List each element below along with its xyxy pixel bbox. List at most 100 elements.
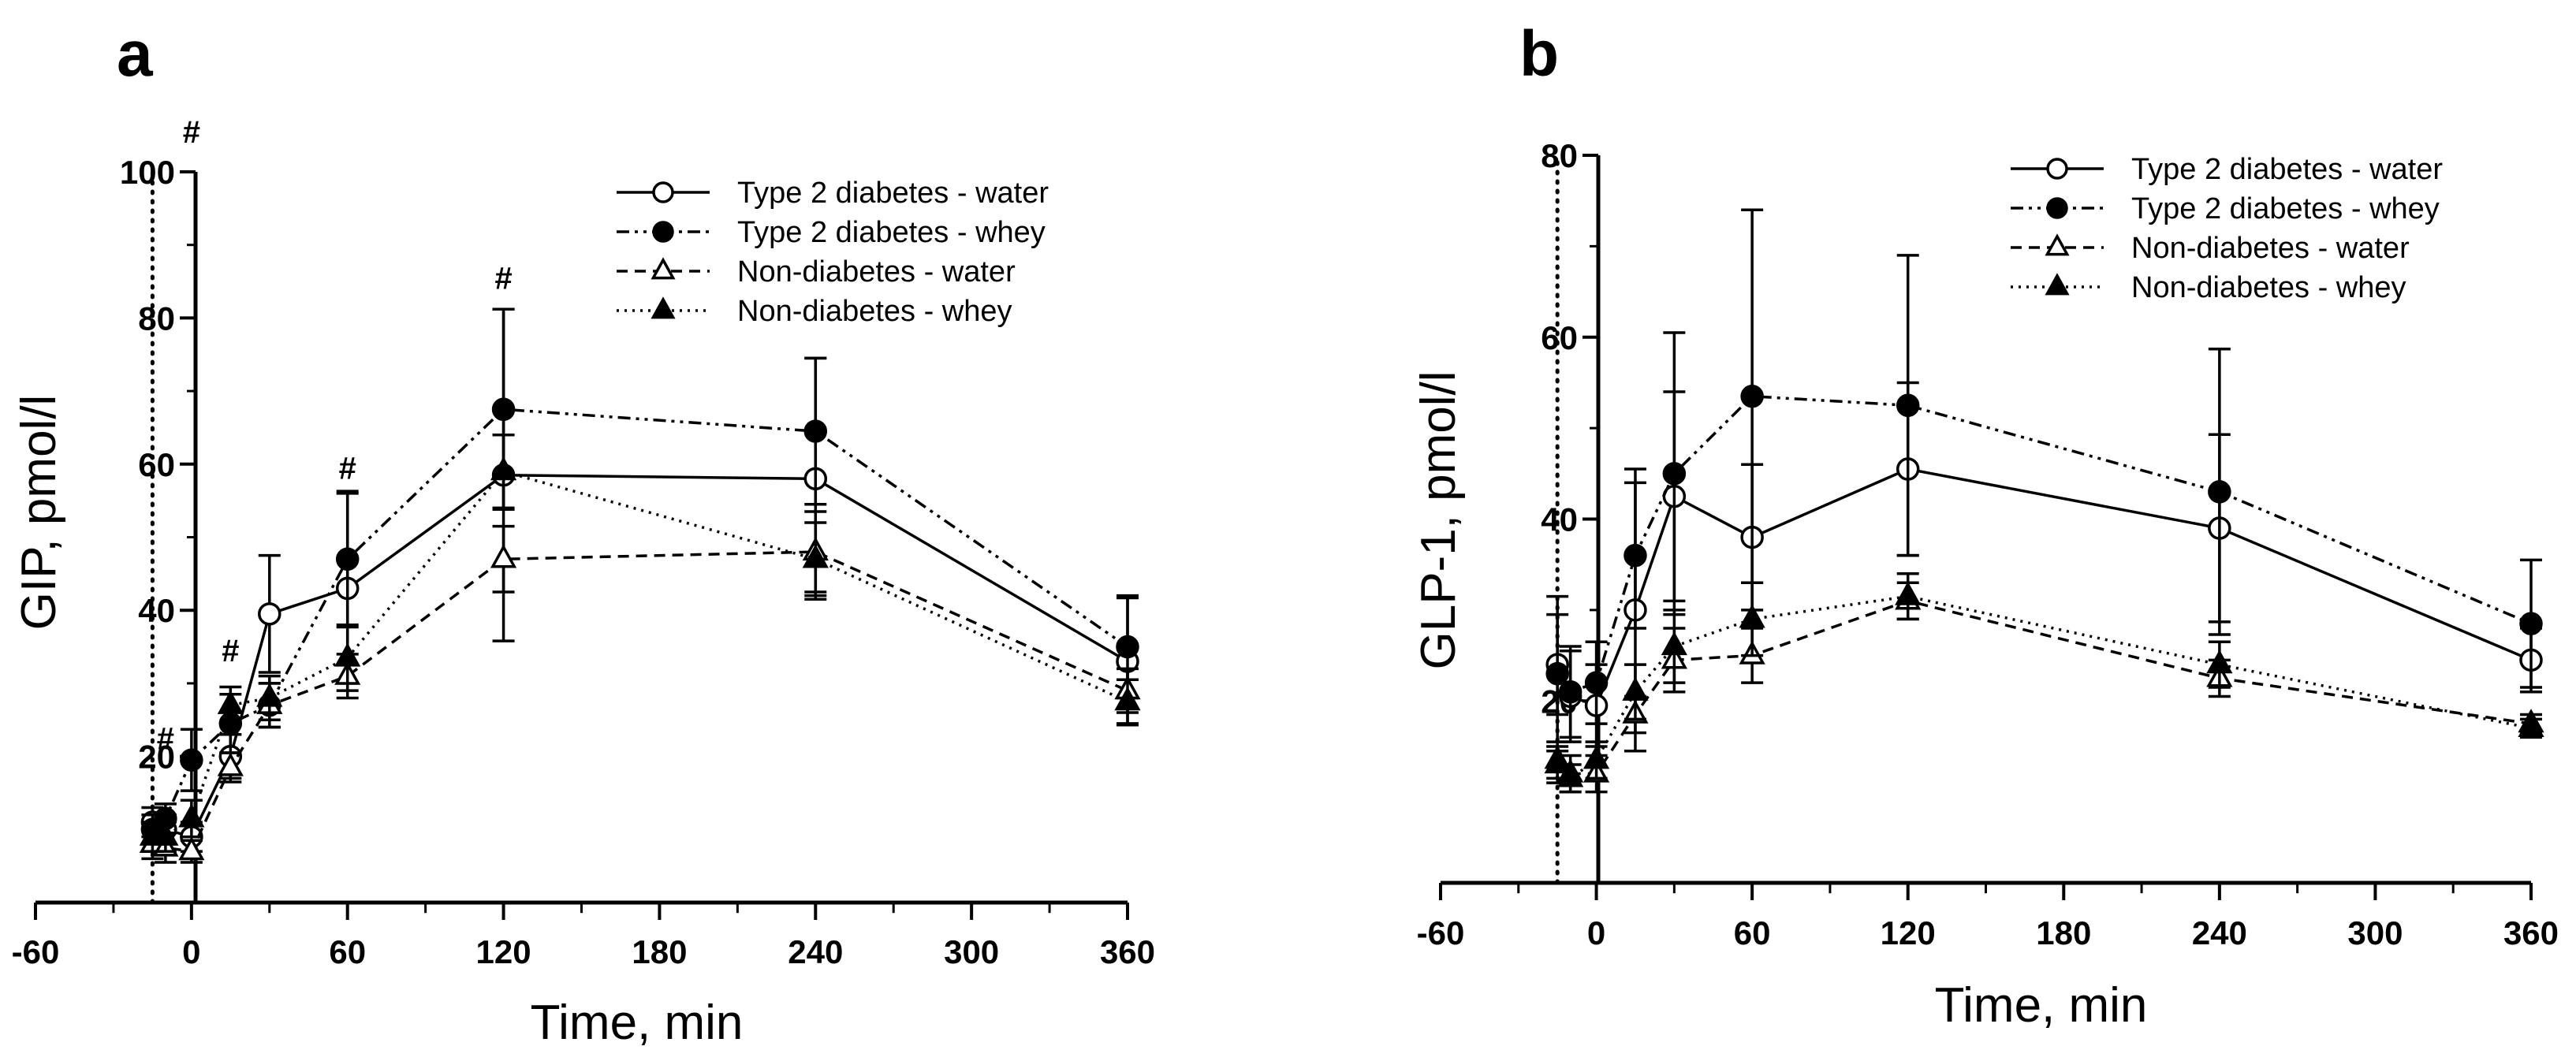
legend-label: Non-diabetes - whey: [2131, 271, 2406, 304]
data-point: [1116, 635, 1139, 659]
data-point: [1740, 384, 1764, 408]
series-t2d-whey: [1545, 208, 2543, 753]
data-point: [1895, 581, 1922, 605]
data-point: [256, 683, 283, 707]
data-point: [1558, 679, 1583, 704]
x-tick-label: 120: [1881, 914, 1936, 951]
x-tick-label: 240: [788, 933, 843, 970]
significance-marker: #: [222, 634, 239, 668]
y-tick-label: 60: [1541, 319, 1578, 356]
significance-marker: #: [157, 721, 174, 756]
series-t2d-water: [140, 307, 1139, 853]
legend-entry: Non-diabetes - whey: [617, 295, 1012, 328]
legend-marker: [2046, 158, 2068, 180]
data-point: [2208, 480, 2231, 504]
legend-marker: [2045, 233, 2070, 256]
data-point: [802, 544, 829, 568]
x-tick-label: 60: [329, 933, 366, 970]
y-tick-label: 80: [138, 300, 175, 337]
legend-marker: [652, 221, 674, 243]
series-line: [152, 470, 1128, 839]
panel-a: a -60 0 60 120 180 240 300 360 20 40 60 80 100 Time, …: [12, 18, 1155, 1050]
legend-entry: Non-diabetes - water: [617, 255, 1016, 289]
legend-marker: [2045, 273, 2070, 296]
legend-label: Type 2 diabetes - whey: [737, 216, 1046, 249]
data-point: [2518, 713, 2544, 737]
legend-label: Non-diabetes - water: [737, 255, 1016, 289]
data-point: [152, 821, 179, 846]
significance-marker: #: [183, 115, 200, 150]
legend-entry: Non-diabetes - whey: [2011, 271, 2406, 304]
series-line: [1556, 394, 2532, 694]
data-point: [2519, 612, 2543, 635]
data-point: [334, 642, 361, 667]
y-tick-label: 60: [138, 446, 175, 483]
panel-letter-b: b: [1519, 18, 1559, 90]
series-line: [1556, 594, 2532, 780]
data-point: [803, 419, 828, 443]
x-tick-label: 360: [2503, 914, 2559, 951]
data-point: [178, 803, 205, 828]
data-point: [1739, 604, 1765, 628]
series-nd-water: [1544, 581, 2544, 794]
data-point: [217, 690, 244, 714]
legend-a: Type 2 diabetes - water Type 2 diabetes -…: [617, 177, 1049, 328]
legend-entry: Type 2 diabetes - whey: [617, 216, 1046, 249]
significance-marker: #: [494, 261, 512, 296]
x-tick-label: 0: [1587, 914, 1605, 951]
data-point: [258, 602, 281, 626]
series-line: [1556, 467, 2532, 708]
plot-area-a: -60 0 60 120 180 240 300 360 20 40 60 80 100 Time, mi…: [12, 115, 1155, 1050]
data-point: [490, 456, 517, 481]
data-point: [1661, 631, 1687, 656]
x-tick-label: 240: [2192, 914, 2247, 951]
data-point: [217, 752, 244, 776]
y-tick-label: 80: [1541, 137, 1578, 174]
plot-area-b: -6006012018024030036020406080Time, minGL…: [1411, 137, 2559, 1033]
legend-label: Type 2 diabetes - whey: [2131, 192, 2440, 225]
series-nd-whey: [139, 433, 1141, 853]
legend-b: Type 2 diabetes - water Type 2 diabetes -…: [2011, 153, 2443, 304]
series-line: [151, 473, 1128, 839]
data-point: [1584, 671, 1609, 694]
data-point: [335, 547, 360, 571]
legend-marker: [2046, 197, 2068, 219]
x-axis-title: Time, min: [1935, 978, 2148, 1033]
x-tick-label: 300: [944, 933, 999, 970]
legend-marker: [652, 181, 674, 203]
data-point: [180, 748, 203, 772]
series-nd-water: [139, 510, 1141, 864]
data-point: [1662, 462, 1687, 486]
x-tick-label: 120: [476, 933, 531, 970]
x-tick-label: 180: [2036, 914, 2091, 951]
y-tick-label: 40: [138, 592, 175, 629]
legend-entry: Type 2 diabetes - water: [2011, 153, 2443, 186]
legend-label: Non-diabetes - water: [2131, 232, 2410, 265]
legend-entry: Type 2 diabetes - water: [617, 177, 1049, 210]
x-tick-label: 300: [2347, 914, 2403, 951]
series-nd-whey: [1544, 571, 2544, 794]
data-point: [2206, 650, 2233, 674]
y-axis-title: GLP-1, pmol/l: [1411, 370, 1466, 669]
x-tick-label: 0: [182, 933, 200, 970]
legend-entry: Non-diabetes - water: [2011, 232, 2410, 265]
legend-label: Non-diabetes - whey: [737, 295, 1012, 328]
panel-b: b -6006012018024030036020406080Time, min…: [1411, 18, 2559, 1033]
panel-letter-a: a: [117, 18, 154, 90]
data-point: [1896, 393, 1920, 418]
legend-entry: Type 2 diabetes - whey: [2011, 192, 2440, 225]
series-t2d-water: [1545, 381, 2543, 753]
y-tick-label: 100: [120, 154, 175, 191]
y-axis-title: GIP, pmol/l: [12, 395, 66, 631]
x-tick-label: 180: [632, 933, 687, 970]
data-point: [178, 836, 205, 861]
significance-marker: #: [339, 451, 356, 486]
series-t2d-whey: [140, 307, 1139, 846]
data-point: [1114, 687, 1141, 711]
data-point: [1624, 543, 1647, 568]
data-point: [1622, 676, 1649, 701]
x-tick-label: -60: [1417, 914, 1465, 951]
legend-label: Type 2 diabetes - water: [2131, 153, 2443, 186]
legend-marker: [651, 296, 676, 319]
